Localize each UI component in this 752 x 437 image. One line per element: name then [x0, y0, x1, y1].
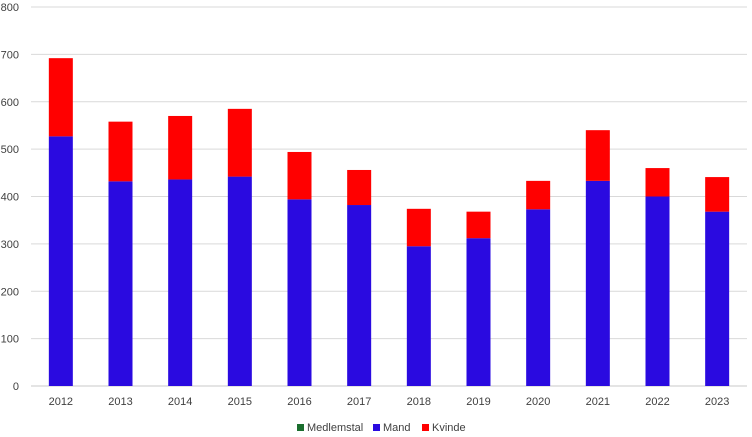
bar-mand-2012	[48, 136, 73, 386]
gridlines	[31, 6, 747, 387]
bar-mand-2013	[108, 181, 133, 386]
bar-mand-2018	[406, 246, 431, 386]
bar-mand-2016	[287, 199, 312, 386]
y-tick-label: 500	[1, 144, 19, 156]
bar-kvinde-2014	[168, 115, 193, 180]
y-tick-label: 800	[1, 2, 19, 14]
x-tick-label: 2019	[466, 396, 490, 408]
bar-mand-2019	[466, 238, 491, 386]
y-tick-label: 400	[1, 192, 19, 204]
legend-swatch-medlemstal	[297, 424, 304, 431]
bar-kvinde-2015	[227, 108, 252, 177]
y-tick-label: 700	[1, 49, 19, 61]
bar-kvinde-2017	[347, 169, 372, 206]
bar-mand-2022	[645, 196, 670, 386]
legend-label-kvinde: Kvinde	[432, 422, 466, 434]
bar-mand-2017	[347, 205, 372, 386]
x-tick-label: 2016	[287, 396, 311, 408]
x-tick-label: 2013	[108, 396, 132, 408]
y-tick-label: 200	[1, 286, 19, 298]
bar-mand-2021	[585, 180, 610, 386]
x-tick-label: 2023	[705, 396, 729, 408]
y-tick-label: 100	[1, 334, 19, 346]
bars	[48, 58, 730, 386]
legend-swatch-kvinde	[422, 424, 429, 431]
x-tick-label: 2017	[347, 396, 371, 408]
x-tick-label: 2018	[407, 396, 431, 408]
x-tick-label: 2014	[168, 396, 192, 408]
y-tick-label: 0	[13, 381, 19, 393]
bar-mand-2015	[227, 176, 252, 386]
bar-kvinde-2022	[645, 168, 670, 197]
bar-kvinde-2019	[466, 211, 491, 239]
bar-mand-2020	[526, 209, 551, 386]
legend-label-mand: Mand	[383, 422, 411, 434]
x-tick-label: 2020	[526, 396, 550, 408]
legend-swatch-mand	[373, 424, 380, 431]
bar-kvinde-2021	[585, 130, 610, 181]
legend: Medlemstal Mand Kvinde	[297, 422, 466, 434]
bar-kvinde-2016	[287, 151, 312, 200]
y-axis-tick-labels: 0 100 200 300 400 500 600 700 800	[1, 2, 19, 393]
bar-kvinde-2013	[108, 121, 133, 182]
x-tick-label: 2015	[228, 396, 252, 408]
x-tick-label: 2021	[586, 396, 610, 408]
x-tick-label: 2012	[49, 396, 73, 408]
x-tick-label: 2022	[645, 396, 669, 408]
bar-kvinde-2020	[526, 180, 551, 210]
y-tick-label: 300	[1, 239, 19, 251]
y-tick-label: 600	[1, 97, 19, 109]
bar-kvinde-2012	[48, 58, 73, 137]
bar-kvinde-2018	[406, 208, 431, 247]
bar-mand-2023	[705, 211, 730, 386]
legend-label-medlemstal: Medlemstal	[307, 422, 363, 434]
bar-mand-2014	[168, 179, 193, 386]
x-axis-tick-labels: 2012 2013 2014 2015 2016 2017 2018 2019 2020 2021…	[49, 396, 730, 408]
bar-kvinde-2023	[705, 177, 730, 212]
